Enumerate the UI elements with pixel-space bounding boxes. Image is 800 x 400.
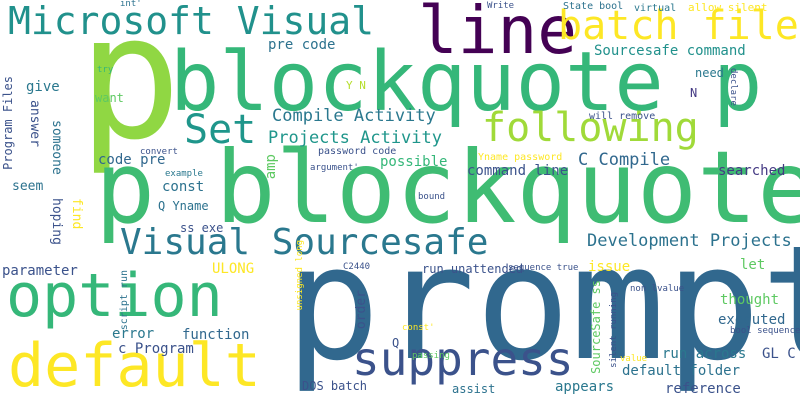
word-declare: declare <box>728 68 738 106</box>
word-option: option <box>6 261 223 331</box>
word-n: N <box>690 86 698 100</box>
word-silent-running: silent running <box>609 292 619 368</box>
word-c-compile: C Compile <box>578 150 671 170</box>
word-q: Q <box>392 336 400 350</box>
word-value: value <box>620 354 648 364</box>
word-searched: searched <box>718 163 786 179</box>
word-unsigned-long: unsigned long <box>295 240 305 311</box>
word-development-projects: Development Projects <box>587 231 792 251</box>
word-need: need <box>695 66 724 80</box>
word-microsoft-visual: Microsoft Visual <box>8 0 375 43</box>
word-prompt: prompt <box>285 212 800 396</box>
word-const: const <box>162 179 205 195</box>
word-passing: passing <box>412 351 450 361</box>
word-compile-activity: Compile Activity <box>272 106 436 126</box>
word-assist: assist <box>452 382 496 396</box>
word-argument: argument' <box>310 163 359 173</box>
word-default: default <box>8 331 261 400</box>
word-want: want <box>95 91 124 105</box>
word-sourcesafe-ss: SourceSafe ss <box>589 280 603 374</box>
word-try: try <box>97 65 114 75</box>
word-parameter: parameter <box>2 263 78 279</box>
word-default-folder: default folder <box>622 363 741 379</box>
word-password-code: password code <box>318 146 397 157</box>
word-run-unattended: run unattended <box>422 262 524 276</box>
word-state-bool: State bool <box>563 1 624 12</box>
word-command-line: command line <box>467 163 569 179</box>
word-convert: convert <box>140 147 178 157</box>
word-q-yname: Q Yname <box>158 199 209 213</box>
word-someone: someone <box>49 120 64 175</box>
word-const-q: const' <box>402 323 435 333</box>
word-gl-c: GL C <box>762 346 796 362</box>
word-seem: seem <box>12 179 44 194</box>
word-run-across: run across <box>662 346 747 362</box>
word-answer: answer <box>27 100 42 147</box>
word-example: example <box>165 169 203 179</box>
word-sequence-true: sequence true <box>508 263 579 273</box>
word-virtual: virtual <box>634 3 677 14</box>
word-set: Set <box>184 107 257 153</box>
word-function: function <box>182 327 250 343</box>
word-possible: possible <box>380 154 448 170</box>
word-ulong: ULONG <box>212 261 255 277</box>
word-issue: issue <box>588 259 631 275</box>
word-thought: thought <box>720 292 780 308</box>
word-will-remove: will remove <box>589 111 656 122</box>
word-allow-silent: allow silent <box>688 1 768 14</box>
word-order: order <box>354 290 369 330</box>
word-let: let <box>740 257 766 273</box>
word-code-pre: code pre <box>98 152 166 168</box>
word-error: error <box>112 326 155 342</box>
word-blockquote-p: blockquote p <box>170 35 763 130</box>
word-following: following <box>482 105 699 151</box>
word-int: int' <box>120 0 142 9</box>
word-dos-batch: DOS batch <box>302 379 368 393</box>
word-ss-exe: ss exe <box>180 221 224 235</box>
word-program-files: Program Files <box>1 76 15 170</box>
word-appears: appears <box>555 379 615 395</box>
word-find: find <box>69 198 84 230</box>
word-bound: bound <box>418 192 446 202</box>
word-non-lvalue: non lvalue <box>630 284 685 294</box>
word-p: p <box>78 0 182 178</box>
word-amp: amp <box>263 154 279 180</box>
word-suppress: suppress <box>352 332 574 386</box>
word-executed: executed <box>718 312 786 328</box>
word-c2440: C2440 <box>343 262 371 272</box>
word-script-run: script run <box>119 270 130 331</box>
word-write: Write <box>487 1 515 11</box>
word-projects-activity: Projects Activity <box>268 128 442 148</box>
word-reference: reference <box>665 381 741 397</box>
word-sourcesafe-command: Sourcesafe command <box>594 43 746 59</box>
word-c-program: c Program <box>118 341 194 357</box>
word-pre-code: pre code <box>268 37 336 53</box>
word-bool-sequence: bool sequence <box>730 326 800 336</box>
word-line: line <box>418 0 577 69</box>
word-visual-sourcesafe: Visual Sourcesafe <box>120 222 489 263</box>
word-hoping: hoping <box>49 198 64 245</box>
word-batch-file: batch file <box>558 3 799 49</box>
word-y-n: Y N <box>346 79 366 92</box>
word-p-blockquote: p blockquote <box>95 129 800 246</box>
word-yname-password: Yname password <box>478 152 563 163</box>
word-give: give <box>26 79 60 95</box>
